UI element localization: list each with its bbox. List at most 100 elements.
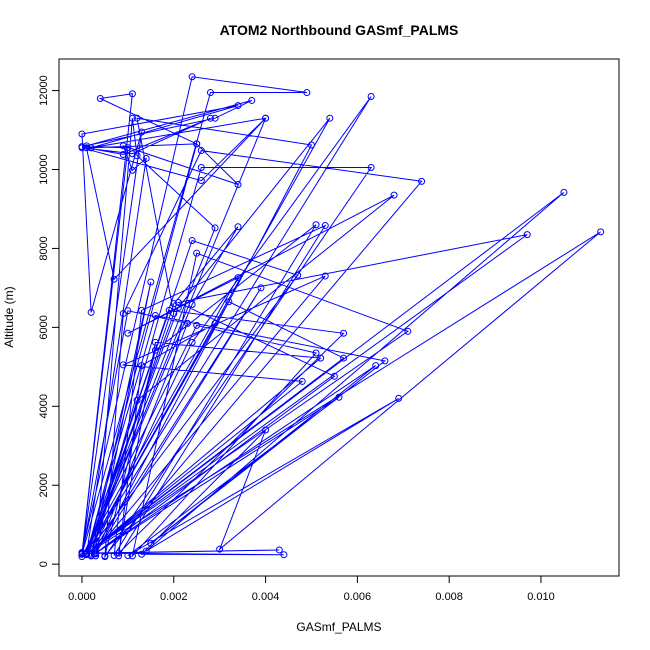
- data-point: [87, 308, 95, 316]
- data-point: [188, 338, 196, 346]
- data-point: [87, 144, 95, 152]
- data-point: [560, 188, 568, 196]
- data-point: [133, 114, 141, 122]
- data-point: [367, 92, 375, 100]
- data-point: [262, 114, 270, 122]
- data-point: [188, 300, 196, 308]
- data-point: [128, 114, 136, 122]
- data-point: [119, 361, 127, 369]
- data-point: [294, 271, 302, 279]
- x-axis: 0.000 0.002 0.004 0.006 0.008 0.010: [68, 575, 555, 603]
- data-point: [248, 96, 256, 104]
- data-point: [110, 275, 118, 283]
- data-point: [83, 144, 91, 152]
- data-point: [303, 89, 311, 97]
- data-point: [298, 377, 306, 385]
- data-point: [234, 181, 242, 189]
- x-tick-label: 0.006: [344, 591, 372, 603]
- data-point: [147, 539, 155, 547]
- y-tick-label: 2000: [38, 473, 50, 497]
- series-line: [81, 76, 601, 559]
- data-point: [197, 164, 205, 172]
- data-point: [133, 396, 141, 404]
- y-tick-label: 4000: [38, 394, 50, 418]
- data-point: [119, 310, 127, 318]
- data-point: [115, 552, 123, 560]
- data-point: [83, 142, 91, 150]
- data-point: [170, 300, 178, 308]
- data-point: [321, 272, 329, 280]
- data-point: [128, 150, 136, 158]
- data-point: [83, 549, 91, 557]
- data-point: [197, 177, 205, 185]
- data-point: [188, 237, 196, 245]
- data-point: [404, 327, 412, 335]
- data-point: [326, 114, 334, 122]
- data-point: [188, 73, 196, 81]
- data-point: [165, 306, 173, 314]
- data-point: [340, 354, 348, 362]
- data-point: [92, 552, 100, 560]
- x-tick-label: 0.004: [252, 591, 280, 603]
- data-point: [124, 144, 132, 152]
- data-point: [174, 299, 182, 307]
- data-point: [381, 357, 389, 365]
- x-axis-label: GASmf_PALMS: [296, 620, 381, 634]
- data-point: [138, 362, 146, 370]
- data-point: [119, 142, 127, 150]
- y-tick-label: 8000: [38, 236, 50, 260]
- x-tick-label: 0.000: [68, 591, 96, 603]
- data-point: [395, 394, 403, 402]
- data-point: [390, 191, 398, 199]
- y-axis-label: Altitude (m): [2, 286, 16, 347]
- data-point: [101, 552, 109, 560]
- data-point: [234, 102, 242, 110]
- data-point: [211, 114, 219, 122]
- data-point: [147, 278, 155, 286]
- data-point: [418, 177, 426, 185]
- data-point: [138, 550, 146, 558]
- data-point: [138, 306, 146, 314]
- data-point: [78, 550, 86, 558]
- data-point: [523, 231, 531, 239]
- data-point: [138, 128, 146, 136]
- data-point: [151, 312, 159, 320]
- data-point: [216, 545, 224, 553]
- data-point: [275, 546, 283, 554]
- data-point: [193, 140, 201, 148]
- data-point: [211, 319, 219, 327]
- data-point: [211, 224, 219, 232]
- data-point: [206, 89, 214, 97]
- x-tick-label: 0.008: [435, 591, 463, 603]
- data-point: [78, 130, 86, 138]
- data-point: [367, 164, 375, 172]
- data-point: [170, 310, 178, 318]
- data-point: [119, 151, 127, 159]
- data-point: [197, 147, 205, 155]
- data-point: [124, 551, 132, 559]
- data-point: [280, 551, 288, 559]
- data-point: [262, 426, 270, 434]
- y-tick-label: 0: [38, 561, 50, 567]
- y-axis: 0 2000 4000 6000 8000 10000 12000: [38, 75, 60, 567]
- data-point: [133, 152, 141, 160]
- data-point: [184, 319, 192, 327]
- data-point: [206, 114, 214, 122]
- data-point: [128, 90, 136, 98]
- data-point: [142, 547, 150, 555]
- y-tick-label: 10000: [38, 154, 50, 185]
- data-point: [312, 349, 320, 357]
- data-point: [142, 154, 150, 162]
- data-point: [307, 141, 315, 149]
- data-point: [257, 284, 265, 292]
- data-point: [234, 274, 242, 282]
- data-point: [234, 223, 242, 231]
- data-point: [597, 228, 605, 236]
- y-tick-label: 12000: [38, 75, 50, 106]
- data-point: [225, 298, 233, 306]
- data-point: [330, 372, 338, 380]
- data-point: [317, 354, 325, 362]
- data-point: [151, 346, 159, 354]
- x-tick-label: 0.010: [527, 591, 555, 603]
